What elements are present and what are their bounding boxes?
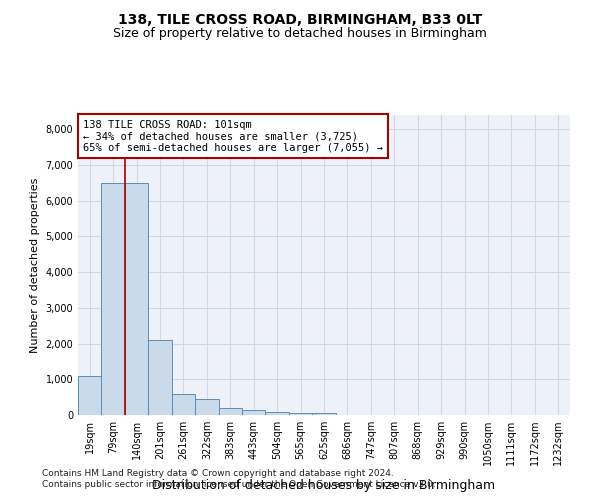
Bar bbox=[289, 413, 312, 415]
Bar bbox=[265, 412, 289, 415]
Bar bbox=[218, 408, 242, 415]
Text: Contains HM Land Registry data © Crown copyright and database right 2024.: Contains HM Land Registry data © Crown c… bbox=[42, 468, 394, 477]
Bar bbox=[195, 399, 218, 415]
Bar bbox=[312, 414, 336, 415]
Text: 138 TILE CROSS ROAD: 101sqm
← 34% of detached houses are smaller (3,725)
65% of : 138 TILE CROSS ROAD: 101sqm ← 34% of det… bbox=[83, 120, 383, 152]
Bar bbox=[101, 183, 125, 415]
Bar bbox=[125, 183, 148, 415]
Bar bbox=[242, 410, 265, 415]
X-axis label: Distribution of detached houses by size in Birmingham: Distribution of detached houses by size … bbox=[152, 479, 496, 492]
Text: Contains public sector information licensed under the Open Government Licence v3: Contains public sector information licen… bbox=[42, 480, 436, 489]
Text: 138, TILE CROSS ROAD, BIRMINGHAM, B33 0LT: 138, TILE CROSS ROAD, BIRMINGHAM, B33 0L… bbox=[118, 12, 482, 26]
Bar bbox=[172, 394, 195, 415]
Text: Size of property relative to detached houses in Birmingham: Size of property relative to detached ho… bbox=[113, 28, 487, 40]
Y-axis label: Number of detached properties: Number of detached properties bbox=[30, 178, 40, 352]
Bar bbox=[78, 376, 101, 415]
Bar bbox=[148, 340, 172, 415]
